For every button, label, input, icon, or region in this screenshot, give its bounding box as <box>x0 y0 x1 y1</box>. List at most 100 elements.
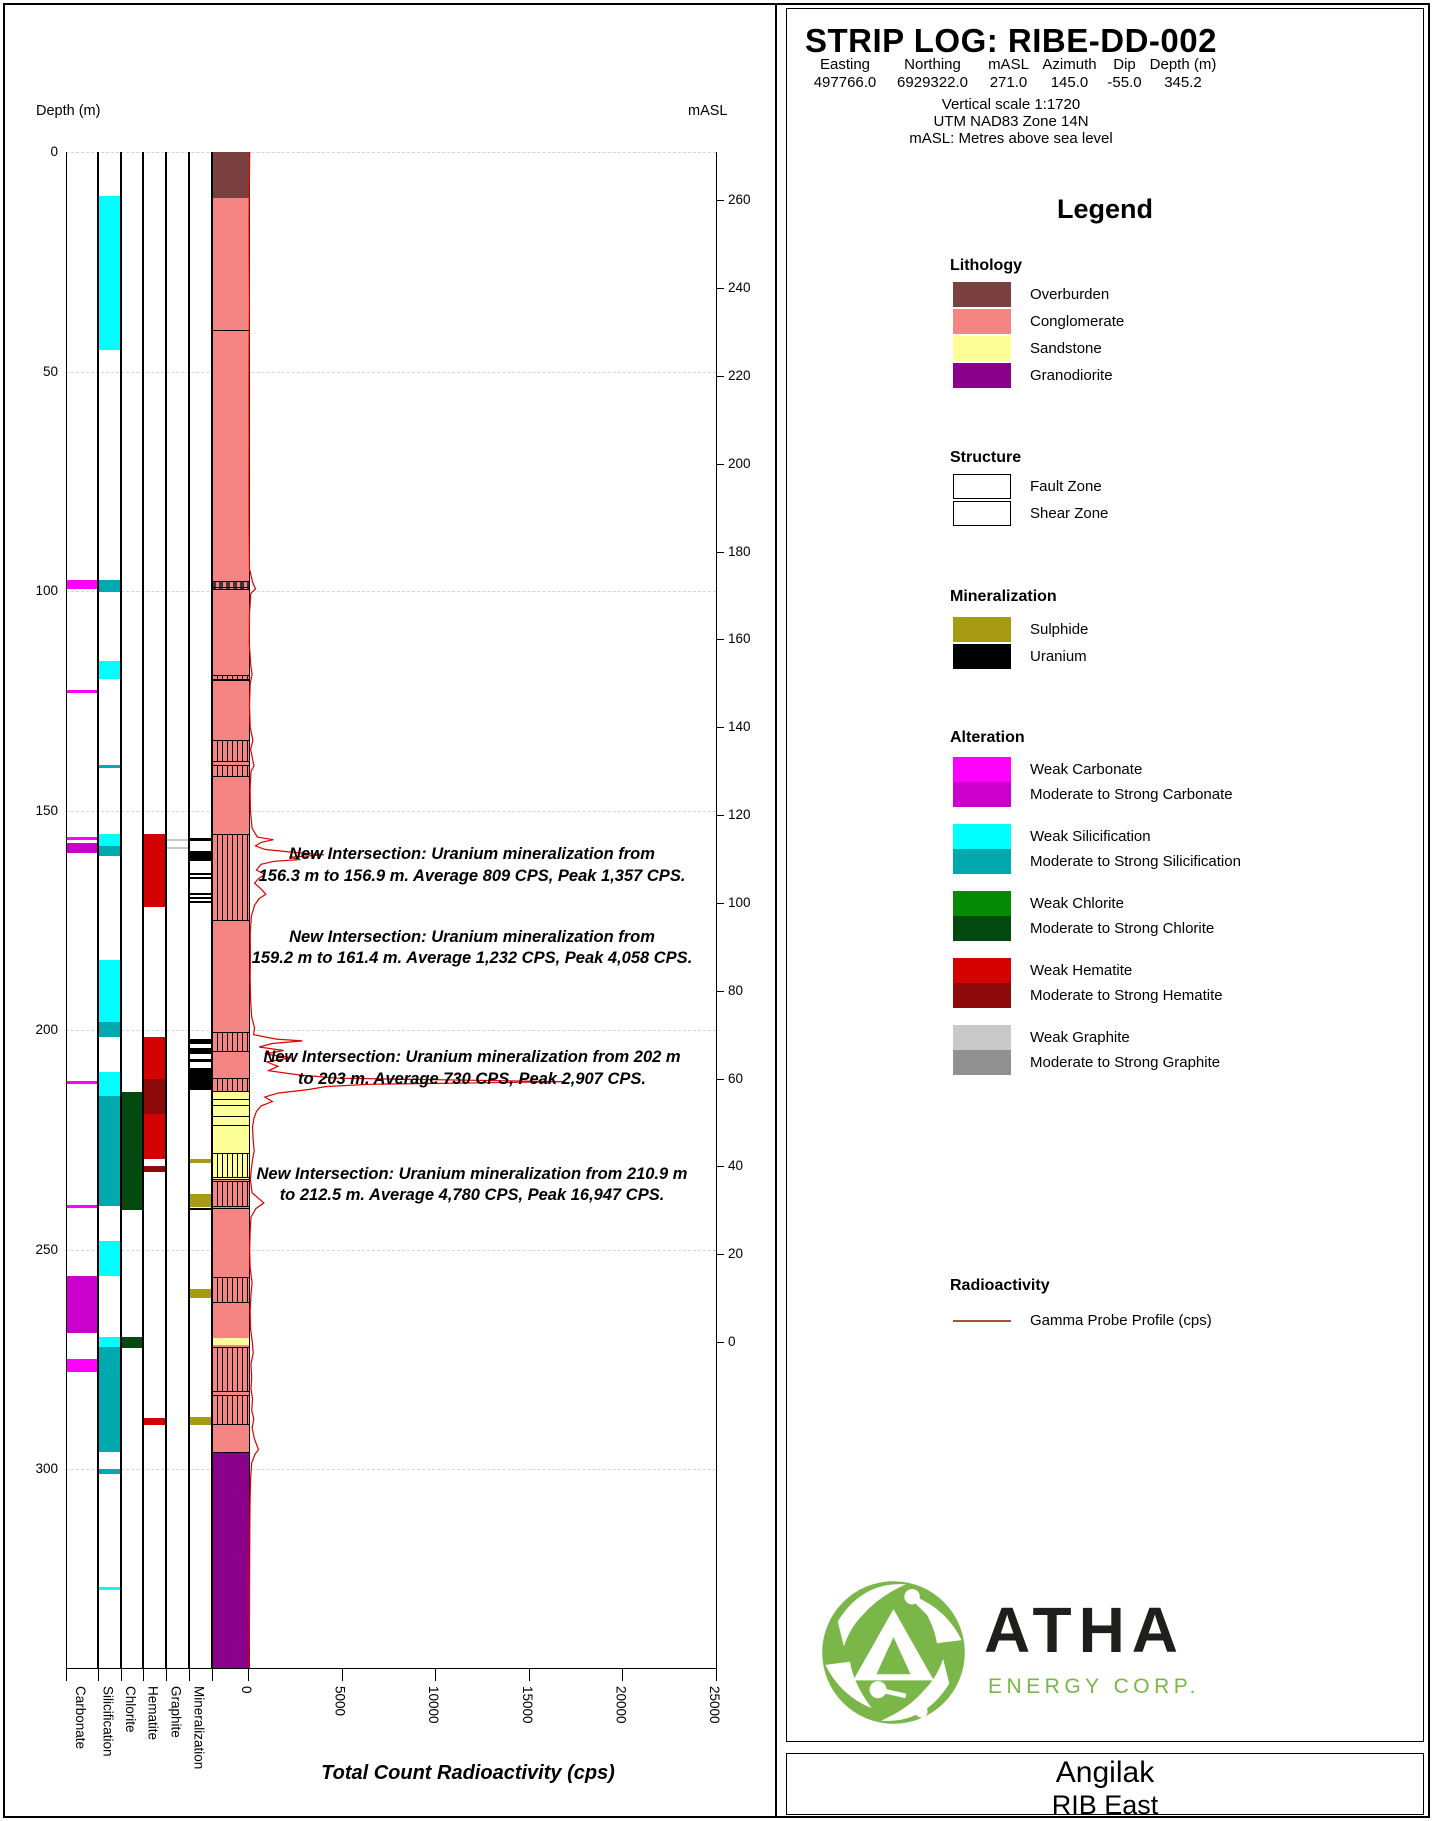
swatch-weak-silicification <box>953 824 1011 849</box>
swatch-weak-graphite <box>953 1025 1011 1050</box>
interval-mineralization <box>190 901 211 904</box>
lithology-conglomerate <box>212 198 250 1092</box>
swatch-overburden <box>953 282 1011 307</box>
lithology-contact-line <box>212 1152 250 1154</box>
gamma-tick-label: 25000 <box>707 1686 722 1724</box>
interval-carbonate <box>67 1275 97 1334</box>
legend-title: Legend <box>1056 194 1153 224</box>
interval-mineralization <box>190 1159 211 1163</box>
column-hematite <box>143 152 166 1668</box>
collar-value: 345.2 <box>1164 74 1202 91</box>
fault-zone <box>212 1277 250 1303</box>
depth-tick-label: 200 <box>35 1022 58 1038</box>
interval-chlorite <box>122 1091 142 1211</box>
bottom-axis-line <box>66 1668 716 1669</box>
legend-label: Moderate to Strong Silicification <box>1030 853 1241 870</box>
masl-tick-label: 40 <box>728 1158 744 1174</box>
masl-tick <box>716 990 724 992</box>
lithology-contact-line <box>212 1178 250 1180</box>
collar-header: Azimuth <box>1042 56 1097 73</box>
interval-hematite <box>144 1166 165 1173</box>
fault-zone <box>212 675 250 681</box>
collar-header: Dip <box>1113 56 1136 73</box>
interval-silicification <box>99 1241 120 1277</box>
legend-heading-lithology: Lithology <box>950 257 1022 274</box>
fault-zone <box>212 1077 250 1092</box>
interval-mineralization <box>190 893 211 896</box>
interval-mineralization <box>190 1193 211 1207</box>
interval-carbonate <box>67 836 97 841</box>
masl-tick <box>716 200 724 202</box>
fault-zone <box>212 740 250 763</box>
interval-hematite <box>144 1036 165 1079</box>
collar-values-row: 497766.0 6929322.0 271.0 145.0 -55.0 345.2 <box>805 74 1219 92</box>
interval-mineralization <box>190 851 211 862</box>
column-carbonate <box>66 152 98 1668</box>
info-panel: STRIP LOG: RIBE-DD-002 Easting Northing mA… <box>786 0 1433 1821</box>
interval-mineralization <box>190 1048 211 1054</box>
survey-notes: Vertical scale 1:1720 UTM NAD83 Zone 14N m… <box>786 96 1236 147</box>
lithology-contact-line <box>212 1208 250 1210</box>
area-name: RIB East <box>1051 1790 1159 1820</box>
interval-mineralization <box>190 1208 211 1210</box>
swatch-weak-carbonate <box>953 757 1011 782</box>
intersection-annotation: New Intersection: Uranium mineralization… <box>263 1048 681 1088</box>
interval-silicification <box>99 1072 120 1097</box>
column-bottom-tick <box>166 1668 167 1681</box>
project-name: Angilak <box>1055 1756 1155 1789</box>
panel-divider <box>775 3 777 1818</box>
masl-tick <box>716 288 724 290</box>
masl-tick-label: 140 <box>728 719 751 735</box>
interval-mineralization <box>190 1039 211 1045</box>
interval-graphite <box>167 847 188 850</box>
masl-tick <box>716 902 724 904</box>
lithology-sandstone <box>212 1337 250 1346</box>
interval-carbonate <box>67 580 97 589</box>
legend-heading-mineralization: Mineralization <box>950 588 1057 605</box>
interval-hematite <box>144 1078 165 1114</box>
page-title: STRIP LOG: RIBE-DD-002 <box>805 22 1217 59</box>
legend-label: Weak Carbonate <box>1030 761 1143 778</box>
masl-tick-label: 200 <box>728 455 751 471</box>
swatch-granodiorite <box>953 363 1011 388</box>
masl-tick-label: 80 <box>728 982 744 998</box>
interval-silicification <box>99 764 120 768</box>
swatch-fault-zone <box>953 474 1011 499</box>
swatch-sulphide <box>953 617 1011 642</box>
masl-tick <box>716 1078 724 1080</box>
masl-axis-title: mASL <box>688 103 728 119</box>
legend-label: Uranium <box>1030 648 1087 665</box>
gamma-tick-label: 10000 <box>426 1686 442 1724</box>
masl-tick <box>716 1342 724 1344</box>
column-bottom-tick <box>121 1668 122 1681</box>
legend-label: Weak Chlorite <box>1030 895 1124 912</box>
gamma-tick <box>248 1668 249 1681</box>
legend-label: Shear Zone <box>1030 505 1109 522</box>
legend-label: Moderate to Strong Hematite <box>1030 987 1223 1004</box>
interval-carbonate <box>67 1081 97 1085</box>
collar-header: mASL <box>988 56 1029 73</box>
gamma-tick-label: 0 <box>239 1686 254 1694</box>
legend-label: Moderate to Strong Carbonate <box>1030 786 1233 803</box>
collar-table: Easting Northing mASL Azimuth Dip Depth (m) 49… <box>805 56 1219 92</box>
interval-hematite <box>144 1113 165 1159</box>
masl-tick <box>716 639 724 641</box>
swatch-moderate-to-strong-graphite <box>953 1050 1011 1075</box>
footer-box: Angilak RIB East <box>786 1753 1424 1820</box>
legend-label: Weak Hematite <box>1030 962 1133 979</box>
fault-zone <box>212 1347 250 1392</box>
masl-tick-label: 160 <box>728 631 751 647</box>
gamma-tick-label: 15000 <box>519 1686 535 1724</box>
collar-value: 6929322.0 <box>897 74 968 91</box>
masl-tick <box>716 1254 724 1256</box>
column-label-chlorite: Chlorite <box>123 1686 138 1733</box>
atha-logo-icon <box>822 1581 965 1724</box>
column-label-carbonate: Carbonate <box>73 1686 88 1750</box>
interval-silicification <box>99 1347 120 1452</box>
column-label-silicification: Silicification <box>100 1686 116 1757</box>
column-label-graphite: Graphite <box>168 1686 184 1738</box>
lithology-contact-line <box>212 1105 250 1107</box>
lithology-contact-line <box>212 1116 250 1118</box>
atha-wordmark: ATHA <box>984 1594 1185 1666</box>
interval-chlorite <box>122 1336 142 1348</box>
